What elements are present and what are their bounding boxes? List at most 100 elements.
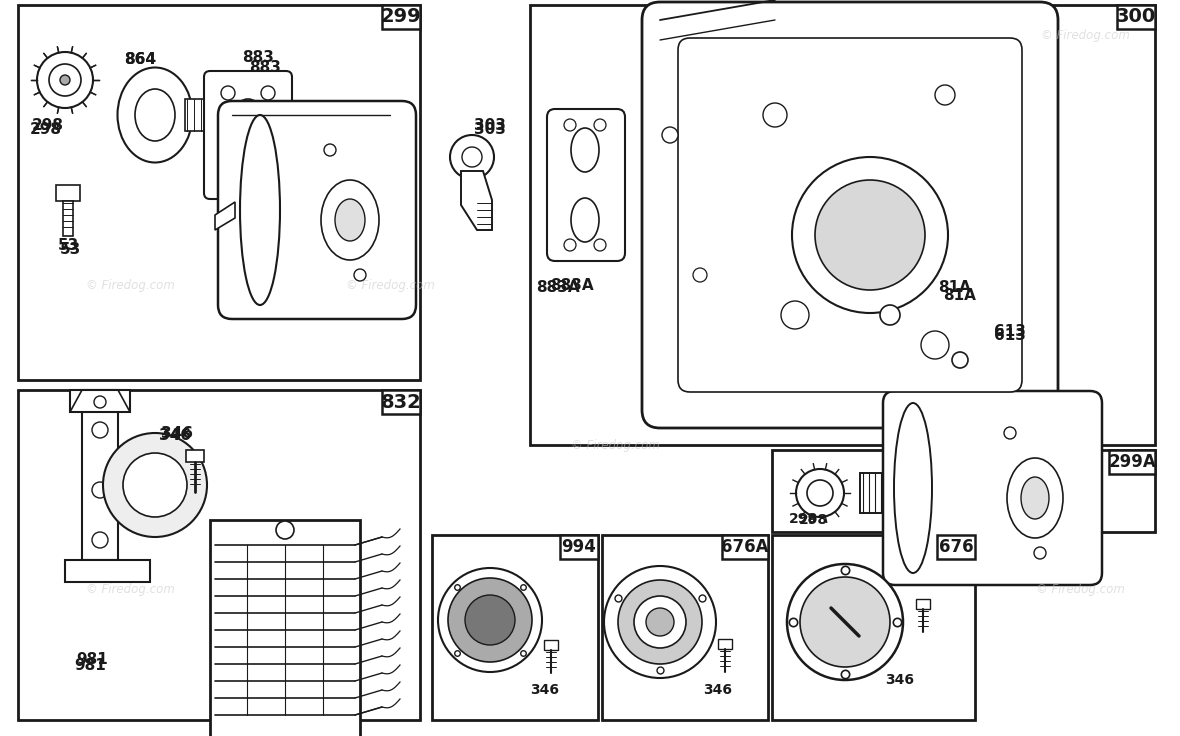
Circle shape [261, 86, 275, 100]
Circle shape [594, 119, 607, 131]
Text: 613: 613 [994, 325, 1025, 339]
FancyBboxPatch shape [204, 71, 291, 199]
Text: © Firedog.com: © Firedog.com [571, 439, 660, 451]
Text: 883: 883 [242, 49, 274, 65]
Bar [602, 535, 768, 720]
Text: 883A: 883A [550, 277, 594, 292]
Ellipse shape [571, 128, 599, 172]
Circle shape [693, 268, 707, 282]
Circle shape [922, 331, 949, 359]
Bar [937, 535, 975, 559]
Text: © Firedog.com: © Firedog.com [1041, 29, 1129, 41]
Circle shape [324, 144, 336, 156]
Circle shape [276, 521, 294, 539]
Text: 298: 298 [799, 513, 827, 527]
Ellipse shape [974, 350, 996, 364]
Bar [18, 5, 420, 380]
Circle shape [880, 305, 900, 325]
Circle shape [1034, 547, 1045, 559]
Circle shape [796, 469, 844, 517]
Circle shape [438, 568, 542, 672]
Polygon shape [186, 450, 204, 462]
Text: 676: 676 [938, 538, 973, 556]
Circle shape [94, 396, 106, 408]
Polygon shape [717, 639, 732, 649]
Circle shape [594, 239, 607, 251]
Text: © Firedog.com: © Firedog.com [346, 278, 434, 291]
Ellipse shape [118, 68, 192, 163]
Circle shape [807, 480, 833, 506]
Text: 864: 864 [124, 52, 156, 68]
Circle shape [123, 453, 186, 517]
Ellipse shape [135, 89, 175, 141]
Text: 299: 299 [381, 7, 421, 26]
Polygon shape [65, 560, 150, 582]
Text: 300: 300 [1116, 7, 1156, 26]
Polygon shape [461, 171, 492, 230]
Text: 346: 346 [160, 425, 194, 441]
Ellipse shape [894, 403, 932, 573]
Text: 883: 883 [249, 60, 281, 76]
Polygon shape [544, 640, 558, 650]
Text: 81A: 81A [944, 288, 976, 302]
Ellipse shape [335, 199, 365, 241]
FancyBboxPatch shape [678, 38, 1022, 392]
Bar [772, 450, 1155, 532]
Polygon shape [215, 202, 235, 230]
Circle shape [815, 180, 925, 290]
Text: 303: 303 [474, 118, 506, 132]
Text: 832: 832 [381, 392, 421, 411]
Text: 53: 53 [58, 238, 79, 252]
Ellipse shape [1007, 458, 1063, 538]
Circle shape [787, 564, 903, 680]
Text: 81A: 81A [938, 280, 971, 295]
Bar [382, 5, 420, 29]
Circle shape [618, 580, 702, 664]
Circle shape [103, 433, 206, 537]
Text: 346: 346 [159, 428, 191, 442]
Text: 298: 298 [32, 118, 64, 132]
Circle shape [564, 239, 576, 251]
Circle shape [465, 595, 514, 645]
Bar [1109, 450, 1155, 474]
Bar [860, 473, 915, 513]
Circle shape [781, 301, 809, 329]
Ellipse shape [1021, 477, 1049, 519]
Bar [382, 390, 420, 414]
Text: 613: 613 [994, 328, 1025, 342]
Text: 346: 346 [885, 673, 914, 687]
Circle shape [634, 596, 686, 648]
Text: © Firedog.com: © Firedog.com [1036, 584, 1125, 596]
Text: 883A: 883A [536, 280, 579, 294]
Circle shape [450, 135, 494, 179]
Circle shape [221, 86, 235, 100]
Circle shape [50, 64, 81, 96]
Text: 346: 346 [531, 683, 559, 697]
Circle shape [463, 147, 481, 167]
Bar [772, 535, 975, 720]
Bar [432, 535, 598, 720]
Circle shape [800, 577, 890, 667]
Circle shape [952, 352, 968, 368]
Text: 303: 303 [474, 122, 506, 138]
Circle shape [261, 170, 275, 184]
Circle shape [60, 75, 70, 85]
FancyBboxPatch shape [642, 2, 1058, 428]
Circle shape [92, 482, 109, 498]
Text: 864: 864 [124, 52, 156, 68]
Polygon shape [916, 599, 930, 609]
Text: 346: 346 [703, 683, 733, 697]
Circle shape [221, 170, 235, 184]
Circle shape [37, 52, 93, 108]
Ellipse shape [321, 180, 379, 260]
Polygon shape [70, 390, 130, 412]
Text: 299A: 299A [1108, 453, 1156, 471]
Circle shape [645, 608, 674, 636]
FancyBboxPatch shape [548, 109, 625, 261]
Text: 994: 994 [562, 538, 596, 556]
Circle shape [92, 532, 109, 548]
Bar [185, 99, 237, 131]
Bar [210, 520, 360, 736]
Bar [530, 5, 1155, 445]
Bar [722, 535, 768, 559]
